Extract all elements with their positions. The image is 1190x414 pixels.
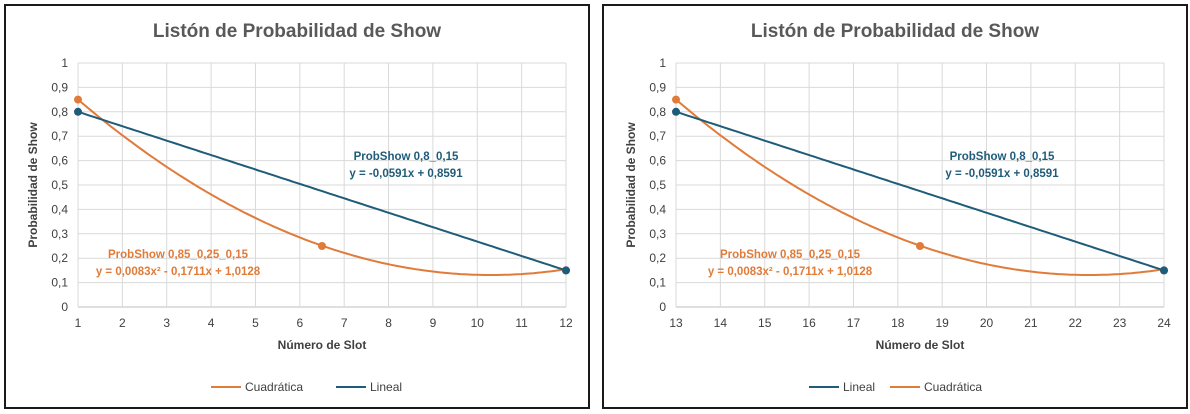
data-point-lineal: [1160, 266, 1168, 275]
chart-title: Listón de Probabilidad de Show: [751, 21, 1039, 42]
series-line-lineal: [675, 110, 1165, 272]
x-tick-label: 3: [163, 316, 170, 330]
x-tick-label: 23: [1113, 316, 1127, 330]
y-tick-label: 0,2: [51, 251, 68, 265]
y-tick-label: 0,4: [51, 202, 68, 216]
x-tick-label: 10: [471, 316, 485, 330]
y-tick-label: 0: [61, 300, 68, 314]
x-tick-label: 5: [252, 316, 259, 330]
y-tick-label: 0,5: [51, 178, 68, 192]
chart-title: Listón de Probabilidad de Show: [153, 21, 441, 42]
x-tick-label: 11: [515, 316, 528, 330]
trendline-label-equation: y = -0,0591x + 0,8591: [945, 168, 1059, 180]
y-tick-label: 0,9: [51, 80, 68, 94]
y-tick-label: 0,1: [51, 276, 68, 290]
y-tick-label: 0: [659, 300, 666, 314]
x-tick-label: 13: [669, 316, 683, 330]
x-tick-label: 4: [208, 316, 215, 330]
x-tick-label: 8: [385, 316, 392, 330]
x-tick-label: 19: [936, 316, 950, 330]
trendline-label-name: ProbShow 0,85_0,25_0,15: [720, 249, 861, 261]
data-point-lineal: [562, 266, 570, 275]
y-tick-label: 0,6: [649, 154, 666, 168]
data-point-lineal: [672, 107, 680, 116]
x-tick-label: 17: [847, 316, 861, 330]
x-tick-label: 14: [714, 316, 728, 330]
data-point-cuadratica: [74, 95, 82, 104]
x-axis-title: Número de Slot: [876, 338, 965, 352]
trendline-label-equation: y = 0,0083x² - 0,1711x + 1,0128: [96, 266, 261, 278]
x-tick-label: 2: [119, 316, 126, 330]
legend-label: Cuadrática: [924, 380, 982, 394]
trendline-label-name: ProbShow 0,85_0,25_0,15: [108, 249, 249, 261]
y-tick-label: 0,3: [51, 227, 68, 241]
y-tick-label: 0,8: [51, 105, 68, 119]
y-tick-label: 1: [659, 56, 666, 70]
x-tick-label: 1: [75, 316, 82, 330]
data-point-cuadratica: [916, 242, 924, 250]
x-tick-label: 20: [980, 316, 994, 330]
y-tick-label: 0,1: [649, 276, 666, 290]
trendline-label-equation: y = -0,0591x + 0,8591: [349, 168, 463, 180]
x-tick-label: 9: [430, 316, 437, 330]
trendline-label-name: ProbShow 0,8_0,15: [950, 151, 1055, 163]
trendline-label-name: ProbShow 0,8_0,15: [354, 151, 459, 163]
y-tick-label: 0,2: [649, 251, 666, 265]
y-tick-label: 1: [61, 56, 68, 70]
data-point-lineal: [74, 107, 82, 116]
legend-label: Cuadrática: [245, 380, 303, 394]
series-line-lineal: [77, 110, 567, 272]
legend-label: Lineal: [370, 380, 402, 394]
legend-label: Lineal: [843, 380, 875, 394]
y-axis-title: Probabilidad de Show: [26, 122, 40, 248]
y-tick-label: 0,6: [51, 154, 68, 168]
data-point-cuadratica: [672, 95, 680, 104]
chart-panel-right: Listón de Probabilidad de Show 0 0,1 0,2 0,3…: [602, 4, 1188, 409]
trendline-label-equation: y = 0,0083x² - 0,1711x + 1,0128: [708, 266, 873, 278]
y-tick-label: 0,4: [649, 202, 666, 216]
chart-left-svg: Listón de Probabilidad de Show 0 0,1 0,2 0,3…: [26, 21, 573, 394]
y-axis-title: Probabilidad de Show: [624, 122, 638, 248]
y-tick-label: 0,3: [649, 227, 666, 241]
chart-panel-left: Listón de Probabilidad de Show 0 0,1 0,2 0,3…: [4, 4, 590, 409]
x-tick-label: 18: [891, 316, 905, 330]
y-tick-label: 0,5: [649, 178, 666, 192]
x-tick-label: 15: [758, 316, 772, 330]
x-tick-label: 16: [802, 316, 816, 330]
x-tick-label: 22: [1069, 316, 1083, 330]
x-tick-label: 12: [559, 316, 573, 330]
x-tick-label: 7: [341, 316, 348, 330]
x-tick-label: 24: [1157, 316, 1171, 330]
x-axis-title: Número de Slot: [278, 338, 367, 352]
y-tick-label: 0,7: [649, 129, 666, 143]
y-tick-label: 0,7: [51, 129, 68, 143]
x-tick-label: 21: [1024, 316, 1038, 330]
data-point-cuadratica: [318, 242, 326, 250]
y-tick-label: 0,9: [649, 80, 666, 94]
chart-right-svg: Listón de Probabilidad de Show 0 0,1 0,2 0,3…: [624, 21, 1171, 394]
x-tick-label: 6: [296, 316, 303, 330]
y-tick-label: 0,8: [649, 105, 666, 119]
